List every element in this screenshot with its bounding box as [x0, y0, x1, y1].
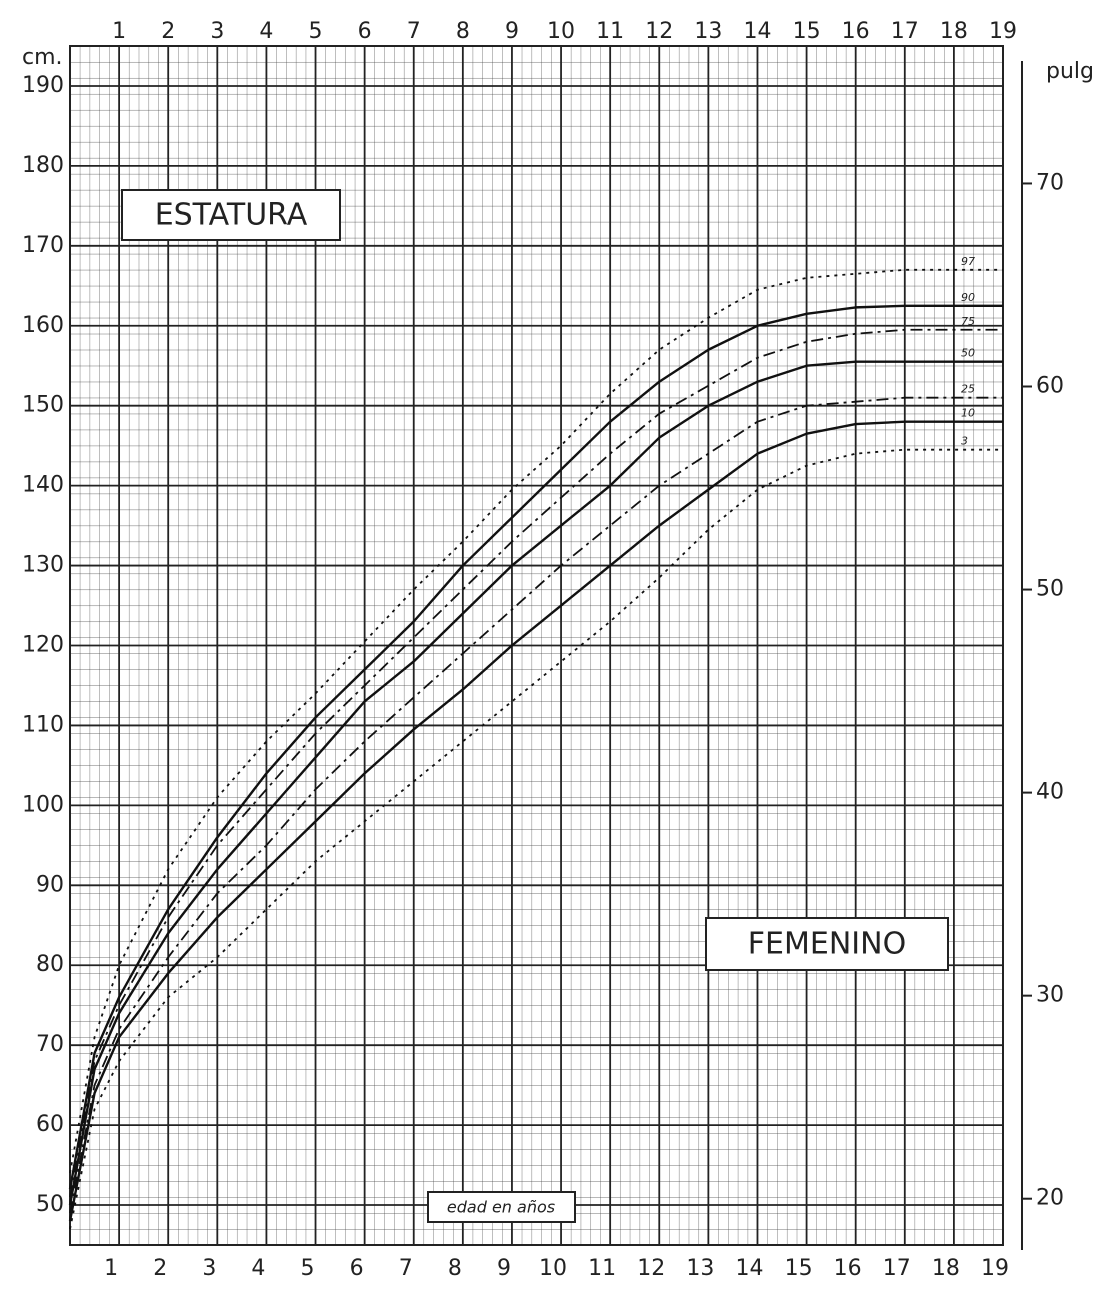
percentile-label: 75 [961, 315, 975, 328]
x-tick-label-top: 19 [989, 19, 1017, 44]
percentile-curve [68, 420, 1003, 1222]
percentile-label: 97 [961, 255, 975, 268]
x-tick-label-top: 5 [309, 19, 323, 44]
y-tick-label: 100 [22, 792, 64, 817]
y2-tick-label: 50 [1036, 577, 1064, 602]
x-tick-label-top: 1 [112, 19, 126, 44]
percentile-curve [68, 360, 1003, 1206]
x-tick-label-bottom: 19 [981, 1256, 1009, 1281]
y2-axis-label: pulg [1046, 59, 1094, 84]
percentile-curve [69, 396, 1003, 1214]
subtitle-box [705, 917, 949, 971]
percentile-label: 50 [961, 347, 975, 360]
x-tick-label-top: 2 [161, 19, 175, 44]
y-tick-label: 70 [36, 1032, 64, 1057]
y-tick-label: 130 [22, 553, 64, 578]
x-tick-label-bottom: 5 [301, 1256, 315, 1281]
x-tick-label-top: 4 [259, 19, 273, 44]
x-label-box [427, 1191, 576, 1223]
x-tick-label-top: 13 [694, 19, 722, 44]
y-tick-label: 80 [36, 952, 64, 977]
x-tick-label-bottom: 3 [202, 1256, 216, 1281]
x-tick-label-top: 9 [505, 19, 519, 44]
y-tick-label: 150 [22, 393, 64, 418]
x-tick-label-bottom: 12 [637, 1256, 665, 1281]
x-tick-label-top: 3 [210, 19, 224, 44]
percentile-label: 25 [961, 383, 975, 396]
percentile-label: 10 [961, 407, 975, 420]
x-tick-label-bottom: 18 [932, 1256, 960, 1281]
y2-tick-label: 40 [1036, 780, 1064, 805]
y-tick-label: 50 [36, 1192, 64, 1217]
y2-tick-label: 30 [1036, 983, 1064, 1008]
x-tick-label-top: 8 [456, 19, 470, 44]
percentile-curve [69, 328, 1003, 1198]
chart-title: ESTATURA [155, 198, 308, 233]
grid [69, 45, 1032, 1250]
x-tick-label-top: 18 [940, 19, 968, 44]
y-tick-label: 140 [22, 473, 64, 498]
y-tick-label: 190 [22, 73, 64, 98]
x-tick-label-top: 6 [358, 19, 372, 44]
x-tick-label-bottom: 7 [399, 1256, 413, 1281]
labels: 1122334455667788991010111112121313141415… [22, 19, 1064, 1281]
x-tick-label-bottom: 9 [497, 1256, 511, 1281]
y-tick-label: 60 [36, 1112, 64, 1137]
x-tick-label-top: 15 [793, 19, 821, 44]
x-axis-label: edad en años [447, 1198, 555, 1217]
percentile-curve [68, 304, 1003, 1190]
x-tick-label-bottom: 10 [539, 1256, 567, 1281]
x-tick-label-bottom: 6 [350, 1256, 364, 1281]
y2-tick-label: 60 [1036, 374, 1064, 399]
percentile-label: 90 [961, 291, 975, 304]
chart-subtitle: FEMENINO [748, 927, 906, 962]
x-tick-label-top: 14 [743, 19, 771, 44]
x-tick-label-top: 10 [547, 19, 575, 44]
y-tick-label: 90 [36, 872, 64, 897]
x-tick-label-top: 17 [891, 19, 919, 44]
y-tick-label: 110 [22, 712, 64, 737]
x-tick-label-bottom: 17 [883, 1256, 911, 1281]
x-tick-label-bottom: 16 [834, 1256, 862, 1281]
y-tick-label: 160 [22, 313, 64, 338]
x-tick-label-top: 12 [645, 19, 673, 44]
y2-tick-label: 70 [1036, 170, 1064, 195]
x-tick-label-bottom: 14 [735, 1256, 763, 1281]
x-tick-label-bottom: 13 [686, 1256, 714, 1281]
x-tick-label-bottom: 1 [104, 1256, 118, 1281]
x-tick-label-top: 16 [842, 19, 870, 44]
curves [68, 268, 1003, 1230]
x-tick-label-bottom: 11 [588, 1256, 616, 1281]
y-tick-label: 180 [22, 153, 64, 178]
x-tick-label-top: 7 [407, 19, 421, 44]
x-tick-label-bottom: 4 [251, 1256, 265, 1281]
y-tick-label: 120 [22, 633, 64, 658]
x-tick-label-bottom: 15 [785, 1256, 813, 1281]
title-box [121, 189, 341, 241]
percentile-label: 3 [961, 435, 968, 448]
y-axis-label: cm. [22, 45, 63, 70]
y2-tick-label: 20 [1036, 1186, 1064, 1211]
x-tick-label-top: 11 [596, 19, 624, 44]
x-tick-label-bottom: 2 [153, 1256, 167, 1281]
y-tick-label: 170 [22, 233, 64, 258]
x-tick-label-bottom: 8 [448, 1256, 462, 1281]
